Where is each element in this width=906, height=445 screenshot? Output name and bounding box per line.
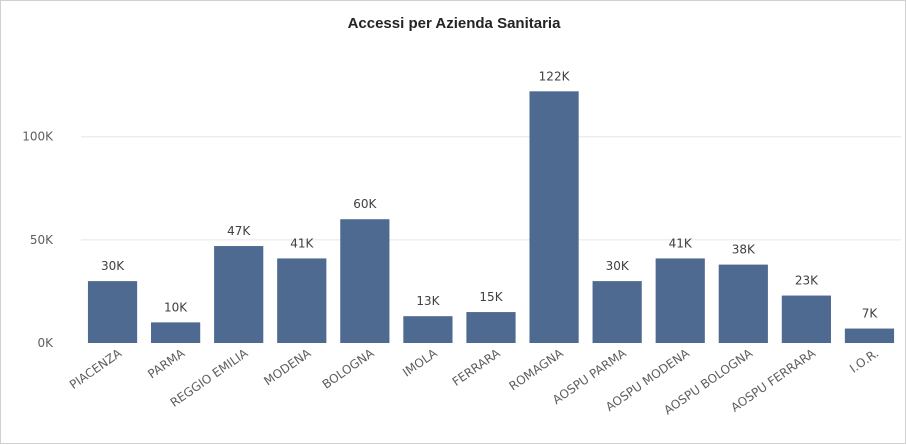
bar [592, 281, 642, 343]
bar [277, 258, 327, 343]
data-label: 38K [732, 243, 756, 257]
x-category-label: MODENA [261, 346, 314, 389]
data-label: 60K [353, 197, 377, 211]
bar [655, 258, 705, 343]
x-category-label: BOLOGNA [320, 346, 378, 392]
data-label: 13K [416, 294, 440, 308]
data-label: 122K [539, 69, 571, 83]
data-label: 7K [862, 307, 879, 321]
x-category-label: I.O.R. [847, 346, 881, 376]
y-tick-label: 100K [22, 130, 54, 144]
gridlines [81, 136, 901, 241]
y-tick-label: 0K [37, 336, 54, 350]
bar [214, 246, 264, 343]
data-labels: 30K 10K 47K 41K 60K 13K 15K 122K 30K 41K 38K 23K 7K [101, 69, 878, 320]
data-label: 30K [101, 259, 125, 273]
bar [340, 219, 390, 343]
data-label: 41K [290, 236, 314, 250]
x-category-label: IMOLA [400, 346, 440, 380]
y-axis-ticks: 0K 50K 100K [22, 130, 54, 350]
bar [529, 91, 579, 343]
x-category-label: PIACENZA [67, 346, 125, 392]
data-label: 30K [606, 259, 630, 273]
y-tick-label: 50K [30, 233, 54, 247]
data-label: 10K [164, 300, 188, 314]
bar [844, 328, 895, 343]
x-category-label: FERRARA [450, 346, 504, 389]
x-category-label: PARMA [145, 346, 188, 382]
bar [466, 312, 516, 343]
bars [87, 91, 895, 343]
chart-title: Accessi per Azienda Sanitaria [348, 15, 562, 32]
bar [87, 281, 138, 343]
data-label: 23K [795, 274, 819, 288]
bar [781, 295, 831, 343]
data-label: 15K [479, 290, 503, 304]
bar [718, 264, 768, 343]
bar [403, 316, 453, 343]
bar [151, 322, 201, 343]
data-label: 41K [669, 236, 693, 250]
data-label: 47K [227, 224, 251, 238]
x-category-label: ROMAGNA [506, 346, 566, 394]
